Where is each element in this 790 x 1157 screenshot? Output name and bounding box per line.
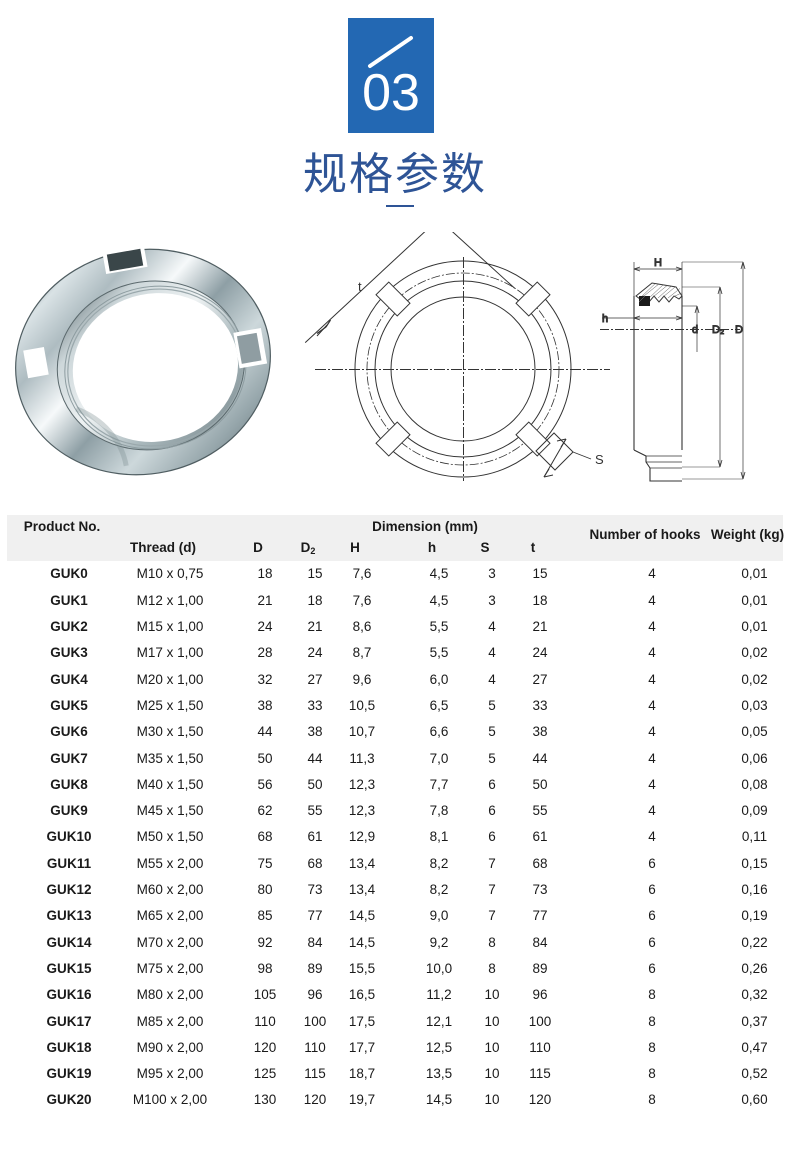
svg-text:D: D (735, 324, 743, 336)
svg-text:t: t (358, 279, 362, 294)
svg-text:h: h (602, 313, 608, 325)
svg-text:03: 03 (362, 64, 420, 122)
svg-text:d: d (692, 324, 698, 336)
svg-text:D₂: D₂ (712, 324, 724, 336)
svg-text:H: H (654, 257, 662, 269)
